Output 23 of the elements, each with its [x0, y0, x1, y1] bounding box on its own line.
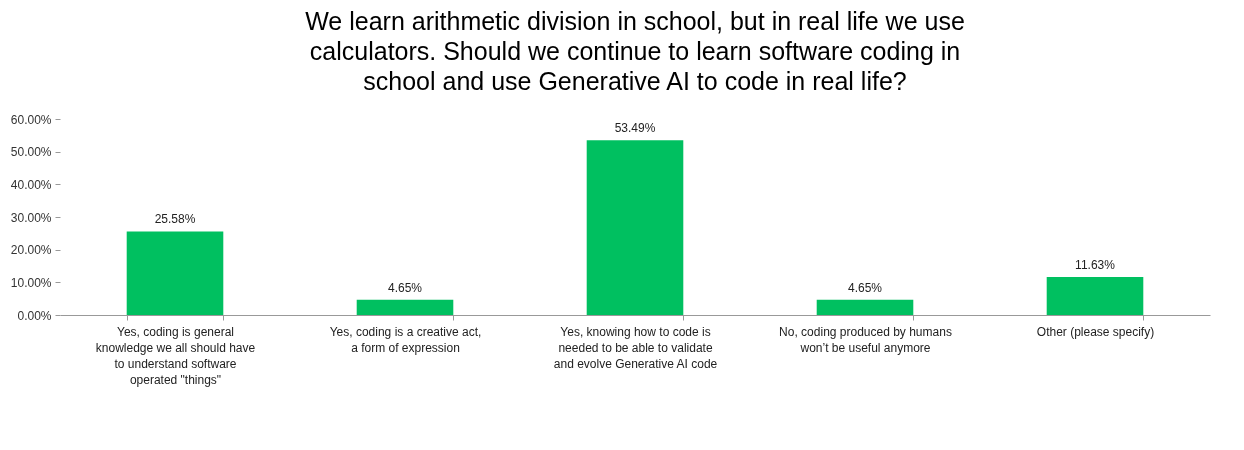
data-label: 53.49%	[614, 121, 656, 136]
y-tick-label: 40.00%	[10, 177, 52, 192]
y-tick-label: 30.00%	[10, 210, 52, 225]
data-label: 11.63%	[1075, 258, 1116, 273]
x-tick-label: Yes, knowing how to code is needed to be able to validate and evolve Generative AI code	[553, 324, 718, 371]
bar	[1046, 277, 1144, 315]
data-label: 25.58%	[154, 212, 196, 227]
x-tick-label: Yes, coding is a creative act, a form of expression	[329, 324, 482, 355]
y-tick-label: 60.00%	[10, 112, 52, 127]
x-tick-label: Other (please specify)	[1036, 324, 1155, 339]
bar	[356, 299, 454, 315]
y-tick-label: 0.00%	[17, 308, 52, 323]
bar	[816, 299, 914, 315]
data-label: 4.65%	[387, 280, 423, 295]
y-tick-label: 10.00%	[10, 275, 52, 290]
y-tick-label: 20.00%	[10, 243, 52, 258]
x-tick-label: No, coding produced by humans won’t be useful anymore	[779, 324, 952, 355]
bar	[126, 231, 224, 315]
data-label: 4.65%	[847, 280, 883, 295]
x-tick-label: Yes, coding is general knowledge we all should have to understand software operated "things"	[95, 324, 256, 387]
chart-title: We learn arithmetic division in school, but in real life we use calculators. Should we continue to learn software coding in school and use Generative AI to code in real life?	[305, 7, 965, 95]
bar	[586, 140, 684, 315]
y-tick-label: 50.00%	[10, 145, 52, 160]
